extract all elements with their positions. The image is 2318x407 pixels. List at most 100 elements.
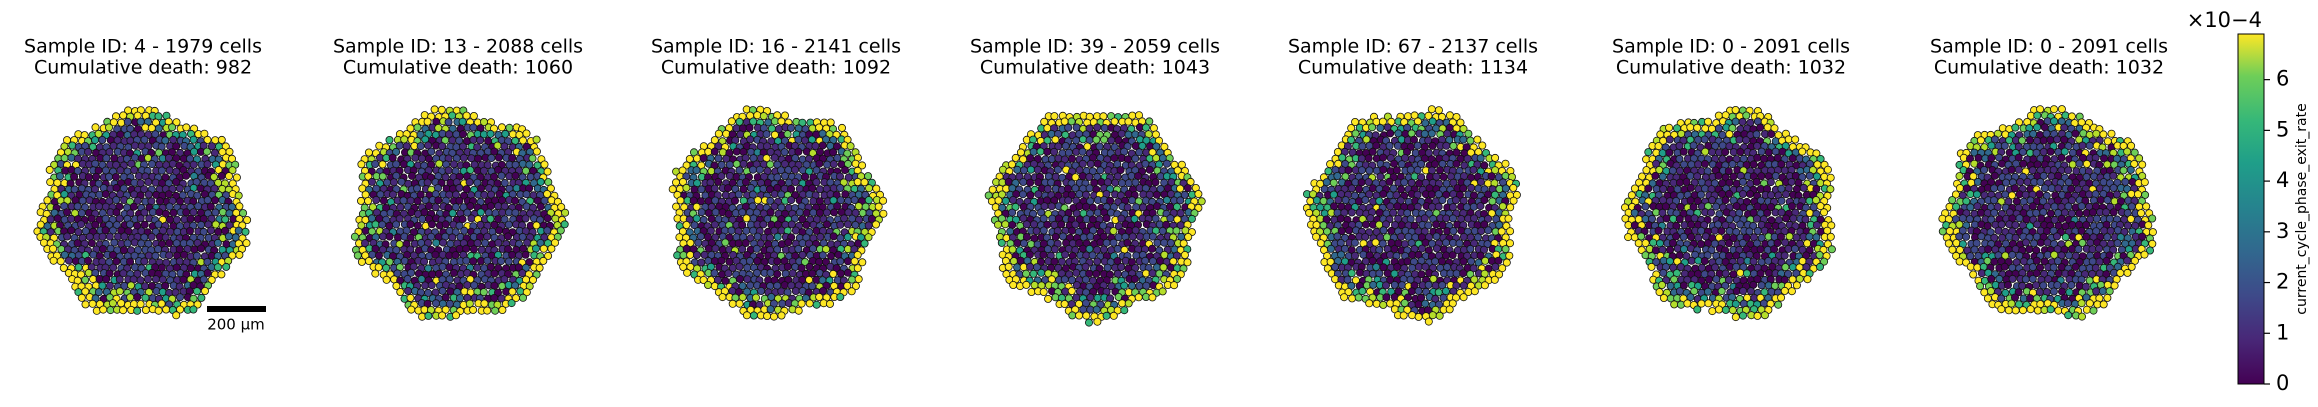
cell	[1735, 135, 1744, 144]
cell	[1162, 159, 1171, 168]
cell	[1792, 281, 1801, 290]
cell	[202, 147, 211, 156]
cell	[1059, 232, 1068, 241]
cell	[2068, 148, 2077, 157]
cell	[1506, 227, 1515, 236]
cell	[508, 250, 517, 259]
cell	[423, 117, 432, 126]
cell	[1630, 208, 1639, 217]
cell	[123, 117, 132, 126]
cell	[1009, 195, 1018, 204]
cell	[467, 214, 476, 223]
cell	[753, 111, 762, 120]
cell	[1506, 203, 1515, 212]
cell	[1798, 147, 1807, 156]
cell	[1777, 293, 1786, 302]
cell	[1505, 251, 1514, 260]
cell	[1753, 311, 1762, 320]
cell	[162, 305, 171, 314]
cell	[1665, 135, 1674, 144]
cell	[417, 275, 426, 284]
cell	[166, 215, 175, 224]
cell	[424, 202, 433, 211]
cell	[1420, 129, 1429, 138]
cell	[1072, 268, 1081, 277]
cell	[841, 190, 850, 199]
cell	[1459, 281, 1468, 290]
cell	[1654, 142, 1663, 151]
cell	[1780, 286, 1789, 295]
cell	[490, 281, 499, 290]
cell	[797, 299, 806, 308]
cell	[1729, 148, 1738, 157]
cell	[521, 214, 530, 223]
cell	[1061, 287, 1070, 296]
cell	[73, 202, 82, 211]
cell	[1093, 159, 1102, 168]
cell	[1998, 159, 2007, 168]
cell	[479, 166, 488, 175]
cell	[1022, 280, 1031, 289]
cell	[1160, 250, 1169, 259]
cell	[1487, 172, 1496, 181]
cell	[397, 177, 406, 186]
cell	[67, 153, 76, 162]
cell	[1805, 196, 1814, 205]
cell	[759, 112, 768, 121]
cell	[172, 177, 181, 186]
cell	[465, 178, 474, 187]
cell	[1120, 306, 1129, 315]
cell	[1368, 123, 1377, 132]
cell	[1739, 189, 1748, 198]
cell	[147, 160, 156, 169]
cell	[692, 166, 701, 175]
cell	[850, 257, 859, 266]
cell	[200, 286, 209, 295]
cell	[1127, 171, 1136, 180]
cell	[1501, 184, 1510, 193]
cell	[68, 141, 77, 150]
cell	[1805, 232, 1814, 241]
cell	[547, 244, 556, 253]
cell	[194, 202, 203, 211]
cell	[1039, 287, 1048, 296]
cell	[1357, 166, 1366, 175]
cell	[1004, 262, 1013, 271]
cell	[780, 148, 789, 157]
cell	[385, 232, 394, 241]
cell	[1336, 214, 1345, 223]
cell	[84, 173, 93, 182]
cell	[217, 270, 226, 279]
cell	[1039, 250, 1048, 259]
cell	[1791, 135, 1800, 144]
cell	[364, 148, 373, 157]
cell	[728, 299, 737, 308]
cell	[1757, 281, 1766, 290]
cell	[144, 190, 153, 199]
cell	[1053, 165, 1062, 174]
cell	[1428, 166, 1437, 175]
cell	[379, 196, 388, 205]
cell	[378, 160, 387, 169]
cell	[84, 268, 93, 277]
cell	[495, 226, 504, 235]
cell	[1763, 123, 1772, 132]
cell	[1050, 112, 1059, 121]
cell	[1736, 147, 1745, 156]
cell	[1018, 190, 1027, 199]
cell	[762, 130, 771, 139]
cell	[95, 202, 104, 211]
cell	[1340, 293, 1349, 302]
cell	[766, 160, 775, 169]
cell	[994, 196, 1003, 205]
cell	[64, 256, 73, 265]
cell	[1987, 141, 1996, 150]
cell	[1351, 251, 1360, 260]
cell	[112, 220, 121, 229]
cell	[1109, 311, 1118, 320]
cell	[829, 232, 838, 241]
cell	[375, 141, 384, 150]
cell	[98, 281, 107, 290]
cell	[462, 185, 471, 194]
cell	[487, 153, 496, 162]
